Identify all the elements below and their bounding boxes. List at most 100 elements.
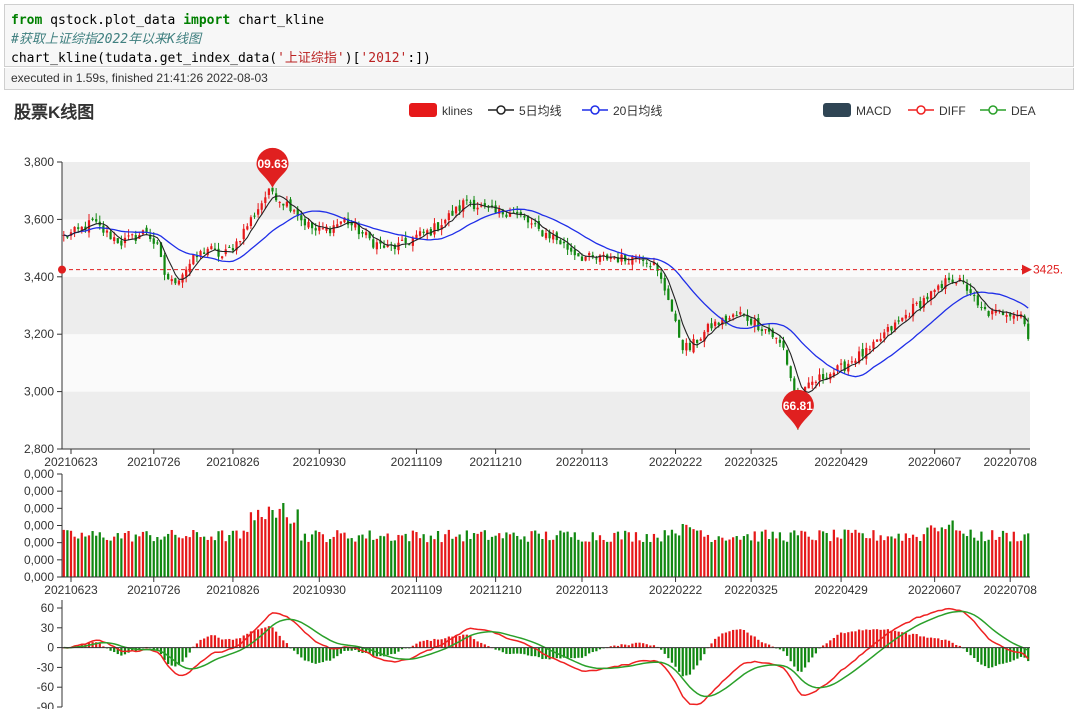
volume-bar[interactable]: [746, 534, 749, 577]
volume-bar[interactable]: [113, 536, 116, 577]
volume-series[interactable]: [62, 503, 1030, 577]
macd-bar[interactable]: [364, 647, 368, 653]
volume-bar[interactable]: [534, 530, 537, 577]
candle-body[interactable]: [127, 235, 130, 237]
macd-bar[interactable]: [681, 647, 684, 677]
macd-bar[interactable]: [595, 647, 598, 652]
volume-bar[interactable]: [501, 538, 504, 577]
volume-bar[interactable]: [710, 541, 713, 577]
candle-body[interactable]: [746, 315, 749, 321]
volume-bar[interactable]: [839, 538, 843, 577]
volume-bar[interactable]: [505, 532, 508, 577]
volume-bar[interactable]: [516, 535, 519, 577]
volume-bar[interactable]: [965, 536, 969, 577]
candle-body[interactable]: [616, 257, 620, 263]
volume-bar[interactable]: [570, 537, 573, 577]
macd-bar[interactable]: [501, 647, 504, 653]
volume-bar[interactable]: [588, 541, 591, 577]
candle-body[interactable]: [613, 257, 616, 259]
candle-body[interactable]: [444, 219, 447, 224]
macd-bar[interactable]: [584, 647, 587, 657]
candle-body[interactable]: [692, 338, 695, 353]
volume-bar[interactable]: [757, 541, 760, 577]
candle-body[interactable]: [991, 310, 994, 315]
macd-bar[interactable]: [886, 629, 889, 648]
macd-bar[interactable]: [573, 647, 576, 659]
candle-body[interactable]: [901, 317, 904, 321]
volume-bar[interactable]: [149, 535, 152, 577]
volume-bar[interactable]: [908, 537, 911, 577]
volume-bar[interactable]: [249, 512, 253, 577]
candle-body[interactable]: [213, 248, 217, 250]
volume-bar[interactable]: [919, 541, 922, 577]
volume-bar[interactable]: [375, 538, 378, 577]
volume-bar[interactable]: [285, 517, 289, 577]
macd-bar[interactable]: [732, 629, 735, 648]
candle-body[interactable]: [890, 326, 893, 331]
volume-bar[interactable]: [861, 533, 864, 577]
candle-body[interactable]: [361, 232, 364, 234]
volume-bar[interactable]: [62, 529, 65, 577]
candle-body[interactable]: [462, 200, 465, 212]
macd-bar[interactable]: [944, 639, 947, 648]
candle-body[interactable]: [372, 239, 375, 248]
volume-bar[interactable]: [753, 531, 756, 577]
macd-bar[interactable]: [616, 645, 620, 648]
macd-bar[interactable]: [296, 647, 299, 655]
candle-body[interactable]: [526, 215, 530, 223]
candle-body[interactable]: [919, 300, 922, 308]
candle-body[interactable]: [325, 226, 328, 231]
volume-bar[interactable]: [562, 532, 566, 577]
macd-bar[interactable]: [674, 647, 677, 667]
volume-bar[interactable]: [674, 533, 677, 577]
macd-bar[interactable]: [771, 646, 774, 648]
candle-body[interactable]: [699, 339, 702, 341]
candlestick-series[interactable]: [62, 187, 1030, 430]
candle-body[interactable]: [548, 231, 551, 239]
macd-bar[interactable]: [519, 647, 522, 654]
volume-bar[interactable]: [451, 538, 454, 577]
volume-bar[interactable]: [303, 533, 307, 577]
macd-bar[interactable]: [897, 631, 900, 648]
candle-body[interactable]: [580, 256, 584, 261]
macd-bar[interactable]: [825, 643, 828, 648]
volume-bar[interactable]: [120, 538, 123, 577]
volume-bar[interactable]: [278, 508, 281, 577]
candle-body[interactable]: [660, 272, 663, 279]
candle-body[interactable]: [465, 199, 468, 201]
macd-bar[interactable]: [631, 643, 634, 648]
macd-bar[interactable]: [310, 647, 314, 663]
candle-body[interactable]: [159, 242, 163, 257]
volume-bar[interactable]: [624, 530, 627, 577]
volume-bar[interactable]: [433, 539, 436, 577]
volume-bar[interactable]: [390, 540, 393, 577]
candle-body[interactable]: [422, 231, 425, 233]
volume-bar[interactable]: [577, 539, 580, 577]
volume-bar[interactable]: [634, 532, 638, 577]
macd-bar[interactable]: [670, 647, 674, 663]
candle-body[interactable]: [778, 339, 782, 343]
macd-bar[interactable]: [422, 640, 425, 648]
candle-body[interactable]: [210, 246, 213, 250]
volume-bar[interactable]: [926, 527, 929, 577]
volume-bar[interactable]: [991, 530, 994, 577]
macd-bar[interactable]: [951, 642, 954, 648]
macd-bar[interactable]: [699, 647, 702, 661]
macd-bar[interactable]: [692, 647, 695, 670]
macd-bar[interactable]: [483, 644, 486, 648]
macd-bar[interactable]: [811, 647, 814, 658]
macd-bar[interactable]: [386, 647, 389, 656]
candle-body[interactable]: [516, 211, 519, 214]
volume-bar[interactable]: [890, 536, 893, 577]
macd-bar[interactable]: [793, 647, 796, 667]
volume-bar[interactable]: [77, 538, 80, 577]
candle-body[interactable]: [170, 279, 173, 282]
volume-bar[interactable]: [386, 533, 389, 577]
volume-bar[interactable]: [868, 538, 871, 577]
macd-bar[interactable]: [724, 632, 728, 648]
macd-bar[interactable]: [1027, 647, 1030, 662]
volume-bar[interactable]: [159, 539, 163, 577]
macd-bar[interactable]: [919, 636, 922, 648]
volume-bar[interactable]: [404, 533, 407, 577]
macd-bar[interactable]: [821, 645, 825, 648]
